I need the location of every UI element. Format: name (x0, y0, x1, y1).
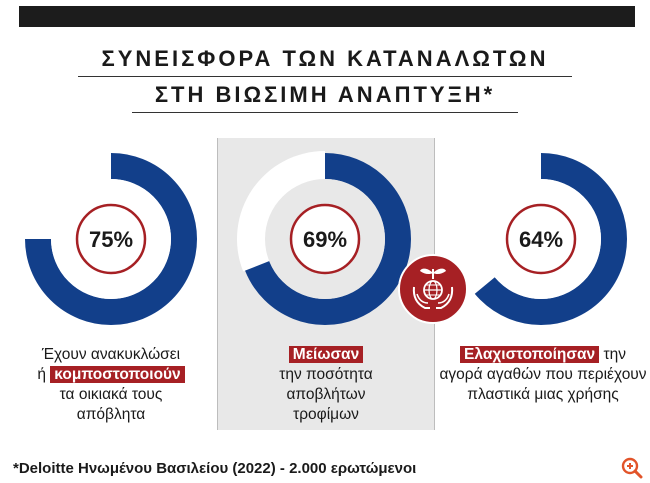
source-note: *Deloitte Ηνωμένου Βασιλείου (2022) - 2.… (13, 460, 417, 477)
caption-highlight: κομποστοποιούν (50, 366, 185, 383)
top-bar (19, 6, 635, 27)
title-rule-1 (78, 76, 572, 77)
zoom-in-icon[interactable] (620, 456, 644, 480)
caption-line: τα οικιακά τους απόβλητα (59, 386, 163, 423)
caption-line: Έχουν ανακυκλώσει (41, 346, 181, 363)
donut-chart-3: 64% (453, 151, 627, 325)
caption-prefix: ή (37, 366, 51, 383)
caption-3: Ελαχιστοποίησαν την αγορά αγαθών που περ… (438, 345, 648, 405)
caption-line: Μείωσαν (221, 345, 431, 365)
donut-chart-1: 75% (23, 151, 197, 325)
donut-badge (289, 203, 361, 275)
donut-chart-2: 69% (237, 151, 411, 325)
caption-line: την ποσότητα αποβλήτων τροφίμων (279, 366, 373, 423)
donut-value-label: 69% (303, 227, 347, 252)
caption-highlight: Μείωσαν (288, 346, 364, 363)
title-rule-2 (132, 112, 518, 113)
caption-line: Ελαχιστοποίησαν την αγορά αγαθών που περ… (438, 345, 648, 405)
donut-badge (505, 203, 577, 275)
caption-highlight: Ελαχιστοποίησαν (460, 346, 600, 363)
hands-globe-sprout-icon (398, 254, 468, 324)
title-line-1: ΣΥΝΕΙΣΦΟΡΑ ΤΩΝ ΚΑΤΑΝΑΛΩΤΩΝ (101, 46, 549, 71)
caption-1: Έχουν ανακυκλώσει ή κομποστοποιούν τα οι… (6, 345, 216, 425)
caption-2: Μείωσαν την ποσότητα αποβλήτων τροφίμων (221, 345, 431, 425)
divider-left (217, 138, 218, 430)
title-line-2: ΣΤΗ ΒΙΩΣΙΜΗ ΑΝΑΠΤΥΞΗ* (154, 82, 496, 107)
caption-post: την αγορά αγαθών που περιέχουν πλαστικά … (439, 346, 647, 403)
donut-value-label: 64% (519, 227, 563, 252)
donut-badge (75, 203, 147, 275)
donut-value-label: 75% (89, 227, 133, 252)
caption-line: ή κομποστοποιούν (6, 365, 216, 385)
